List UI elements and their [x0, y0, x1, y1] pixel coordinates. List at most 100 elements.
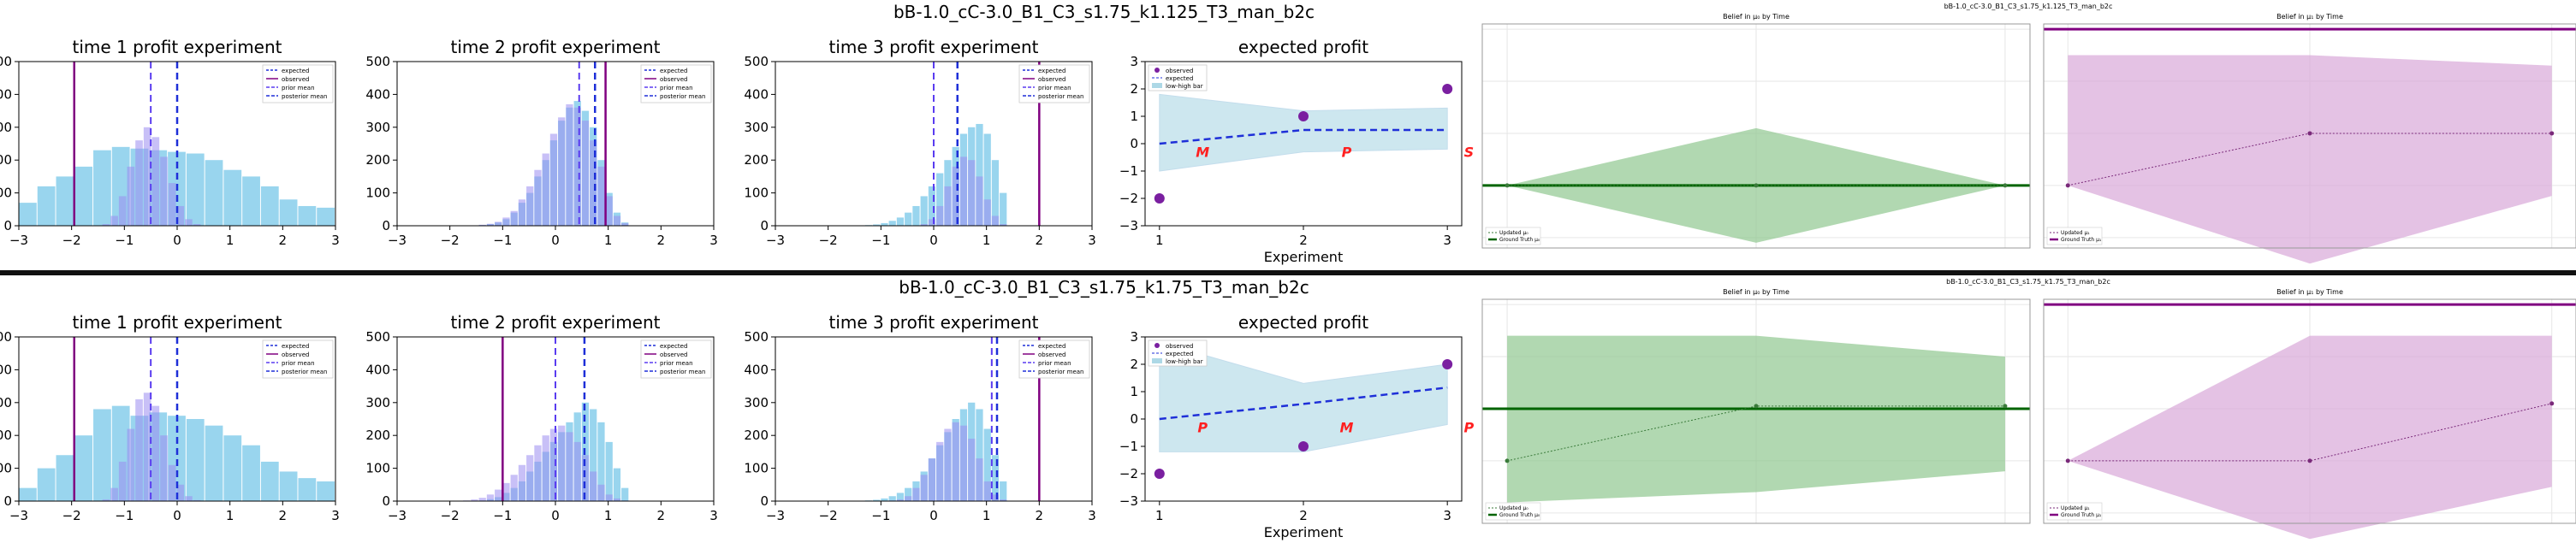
histogram-bar-posterior	[944, 186, 952, 226]
panel-title: time 2 profit experiment	[450, 312, 660, 333]
x-tick-label: 0	[173, 508, 181, 523]
x-tick-label: −1	[493, 508, 512, 523]
y-tick-label: 100	[365, 186, 390, 201]
expected-line	[1159, 386, 1448, 421]
histogram-bar-posterior	[110, 215, 118, 226]
histogram-panel: −3 −2 −1 0 1 2 3 0 100 200 300 400 500 time 2 profit …	[365, 37, 717, 248]
histogram-bar-expected	[186, 153, 205, 226]
legend-box	[2046, 502, 2103, 521]
histogram-bar-posterior	[143, 127, 151, 226]
belief-mean-point	[2549, 131, 2555, 136]
observed-point	[1154, 469, 1165, 479]
y-tick-label: 500	[744, 329, 769, 345]
legend-label: posterior mean	[1038, 93, 1083, 100]
histogram-bar-expected	[621, 487, 629, 501]
y-tick-label: 1	[1130, 384, 1138, 399]
legend-label: Updated μ₀	[1499, 505, 1528, 511]
histogram-bar-posterior	[976, 176, 983, 226]
y-tick-label: 100	[365, 461, 390, 476]
legend-label: Updated μ₀	[1499, 230, 1528, 236]
y-tick-label: 3	[1130, 54, 1138, 69]
histogram-bar-posterior	[1000, 224, 1007, 226]
x-tick-label: −3	[388, 233, 407, 248]
histogram-bar-expected	[936, 173, 944, 226]
legend-label: observed	[660, 351, 687, 358]
x-tick-label: 1	[1155, 508, 1164, 523]
histogram-bar-posterior	[597, 484, 605, 501]
row-divider	[0, 270, 2576, 275]
histogram-bar-posterior	[976, 458, 983, 501]
legend-box	[1485, 227, 1541, 245]
x-tick-label: −1	[115, 233, 134, 248]
x-tick-label: 2	[1299, 508, 1308, 523]
legend-label: observed	[1038, 351, 1065, 358]
legend-label: expected	[1038, 343, 1065, 350]
histogram-bar-posterior	[983, 199, 991, 226]
histogram-bar-expected	[56, 176, 74, 226]
histogram-bar-posterior	[549, 428, 558, 501]
agent-letter: M	[1196, 145, 1209, 161]
histogram-bar-posterior	[102, 224, 110, 226]
histogram-bar-posterior	[185, 496, 193, 501]
low-high-band	[1159, 93, 1448, 172]
histogram-bar-posterior	[558, 425, 566, 501]
histogram-bar-posterior	[566, 103, 573, 226]
panel-title: Belief in μ₁ by Time	[2276, 13, 2343, 21]
histogram-bar-posterior	[518, 199, 526, 226]
histogram-bar-expected	[1000, 192, 1007, 226]
histogram-bar-posterior	[991, 494, 1000, 501]
belief-mean-point	[2003, 404, 2008, 409]
panel-title: Belief in μ₁ by Time	[2276, 288, 2343, 296]
histogram-panel: −3 −2 −1 0 1 2 3 0 100 200 300 400 500 time 2 profit …	[365, 312, 717, 523]
histogram-bar-posterior	[968, 160, 976, 226]
x-axis-label: Experiment	[1264, 524, 1343, 540]
histogram-bar-posterior	[566, 432, 573, 501]
histogram-bar-posterior	[621, 222, 629, 226]
legend-label: Updated μ₁	[2061, 230, 2090, 236]
figure-title: bB-1.0_cC-3.0_B1_C3_s1.75_k1.125_T3_man_…	[893, 2, 1315, 22]
histogram-bar-posterior	[143, 392, 151, 501]
agent-letter: P	[1464, 420, 1475, 436]
belief-mean-point	[2065, 183, 2070, 188]
x-tick-label: −2	[62, 233, 81, 248]
y-tick-label: −3	[1119, 493, 1138, 509]
x-tick-label: 3	[1443, 233, 1451, 248]
y-tick-label: 400	[744, 362, 769, 377]
x-tick-label: 0	[929, 508, 938, 523]
histogram-panel: −3 −2 −1 0 1 2 3 0 100 200 300 400 500 time 3 profit …	[744, 37, 1095, 248]
x-tick-label: 3	[709, 233, 718, 248]
histogram-bar-expected	[928, 186, 936, 226]
histogram-bar-expected	[613, 468, 621, 501]
histogram-bar-posterior	[168, 183, 176, 226]
histogram-bar-expected	[905, 487, 912, 501]
histogram-bar-posterior	[151, 405, 160, 501]
histogram-bar-posterior	[613, 498, 621, 501]
histogram-bar-expected	[19, 203, 37, 226]
observed-point	[1298, 111, 1309, 121]
x-tick-label: −1	[115, 508, 134, 523]
x-tick-label: −1	[871, 233, 890, 248]
agent-letter: P	[1342, 145, 1352, 161]
y-tick-label: 400	[744, 86, 769, 102]
histogram-bar-expected	[597, 422, 605, 501]
histogram-bar-expected	[991, 160, 1000, 226]
histogram-bar-posterior	[151, 137, 160, 226]
y-tick-label: 200	[744, 152, 769, 168]
histogram-bar-posterior	[127, 166, 135, 226]
histogram-bar-expected	[983, 428, 991, 501]
y-tick-label: −1	[1119, 439, 1138, 454]
histogram-bar-posterior	[1000, 499, 1007, 501]
belief-band	[2068, 55, 2552, 264]
histogram-bar-expected	[74, 166, 93, 226]
legend-label: posterior mean	[282, 93, 327, 100]
belief-mean-point	[1754, 404, 1759, 409]
histogram-bar-expected	[976, 409, 983, 501]
x-tick-label: 2	[279, 508, 288, 523]
histogram-bar-expected	[93, 409, 111, 501]
x-tick-label: 3	[709, 508, 718, 523]
belief-mean-point	[2065, 458, 2070, 463]
axes-frame	[1481, 298, 2031, 524]
belief-figure-title: bB-1.0_cC-3.0_B1_C3_s1.75_k1.125_T3_man_…	[1944, 3, 2113, 10]
